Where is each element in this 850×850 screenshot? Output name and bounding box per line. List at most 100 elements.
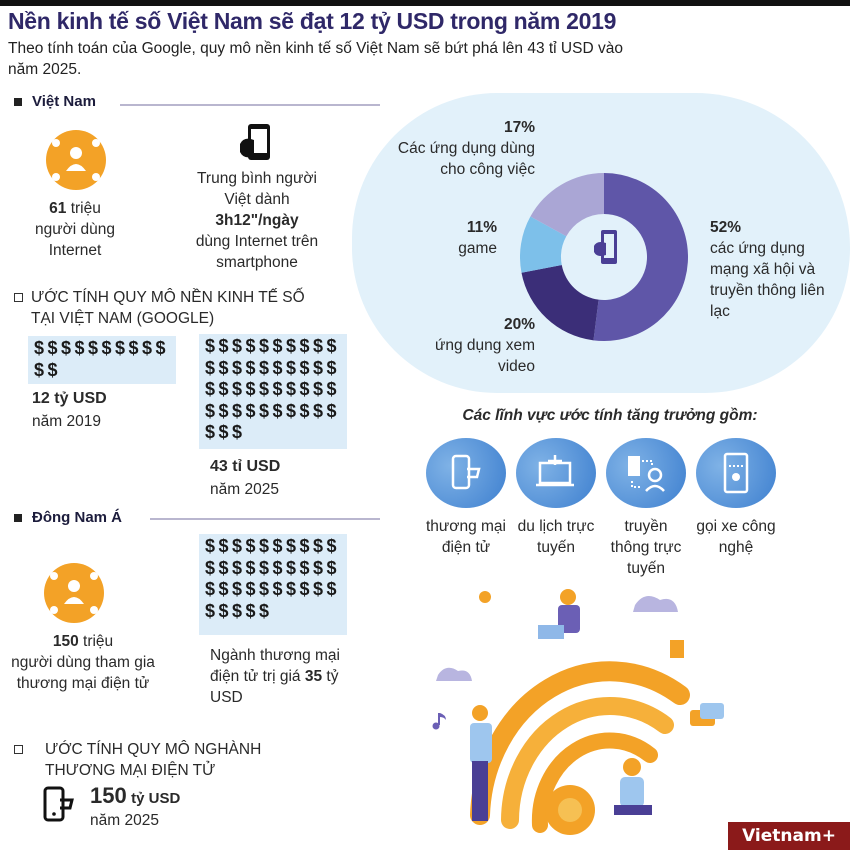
slice-pct: 11% [466,219,497,236]
dollar-icon: $ [245,336,256,356]
dollar-icon: $ [245,400,256,421]
dollar-icon: $ [313,336,324,356]
dollar-icon: $ [286,557,297,578]
stat-number: 150 [90,783,127,808]
dollar-pictogram-2019: $ $ $ $ $ $ $ $ $ $ $ $ [28,336,176,384]
dollar-icon: $ [218,379,229,399]
square-bullet-icon [14,513,22,522]
hollow-square-bullet-icon [14,745,23,754]
internet-users-stat: 61 triệu người dùng Internet [10,198,140,261]
dollar-icon: $ [272,357,283,378]
stat-text: người dùng Internet [34,221,115,259]
dollar-icon: $ [245,536,256,556]
dollar-icon: $ [299,336,310,356]
smartphone-hand-icon [594,230,617,264]
dollar-icon: $ [313,357,324,378]
dollar-icon: $ [286,536,297,556]
stat-text: Ngành thương mại điện tử trị giá [210,647,340,685]
sector-label: gọi xe công nghệ [696,518,776,556]
dollar-icon: $ [259,600,270,621]
donut-slice-0 [593,173,688,341]
dollar-icon: $ [286,379,297,399]
dollar-icon: $ [205,600,216,621]
dollar-icon: $ [259,557,270,578]
dollar-icon: $ [272,557,283,578]
stat-number: 61 [49,200,67,217]
dollar-icon: $ [245,379,256,399]
label-2025: năm 2025 [210,481,279,498]
donut-slice-1 [521,265,599,341]
sector-ride-hailing: gọi xe công nghệ [696,438,776,579]
donut-label-video: 20% ứng dụng xem video [410,314,535,377]
dollar-icon: $ [205,557,216,578]
dollar-icon: $ [218,336,229,356]
donut-label-game: 11% game [430,217,497,259]
sector-label: thương mại điện tử [426,518,506,556]
estimate-heading-vn: ƯỚC TÍNH QUY MÔ NỀN KINH TẾ SỐ TẠI VIỆT … [14,287,314,329]
growth-heading: Các lĩnh vực ước tính tăng trưởng gồm: [462,407,758,424]
dollar-icon: $ [232,536,243,556]
dollar-icon: $ [299,536,310,556]
slice-label: các ứng dụng mạng xã hội và truyền thông… [710,240,825,320]
donut-slice-3 [530,173,604,237]
dollar-icon: $ [326,579,337,599]
dollar-icon: $ [245,357,256,378]
dollar-icon: $ [218,600,229,621]
donut-slice-2 [520,216,567,273]
slice-label: Các ứng dụng dùng cho công việc [397,140,535,178]
person-laptop [538,589,580,639]
sector-ecommerce: thương mại điện tử [426,438,506,579]
dollar-icon: $ [115,338,126,358]
top-bar [0,0,850,6]
dollar-icon: $ [286,357,297,378]
heading-text: ƯỚC TÍNH QUY MÔ NỀN KINH TẾ SỐ TẠI VIỆT … [31,289,305,327]
dollar-icon: $ [218,422,229,442]
slice-pct: 20% [503,316,535,333]
dollar-icon: $ [218,357,229,378]
dollar-icon: $ [313,400,324,421]
square-bullet-icon [14,97,22,106]
dollar-icon: $ [205,579,216,599]
dollar-icon: $ [272,400,283,421]
dollar-icon: $ [259,579,270,599]
stat-text: dùng Internet trên smartphone [195,233,319,271]
dollar-icon: $ [155,338,166,358]
dollar-icon: $ [232,579,243,599]
donut-label-work: 17% Các ứng dụng dùng cho công việc [370,117,535,180]
dollar-icon: $ [313,557,324,578]
users-network-icon [44,563,104,623]
dollar-icon: $ [101,338,112,358]
dollar-icon: $ [326,557,337,578]
growth-sectors: thương mại điện tử du lịch trực tuyến tr… [426,438,776,579]
dollar-icon: $ [299,379,310,399]
stat-unit: triệu [83,633,114,650]
page-title: Nền kinh tế số Việt Nam sẽ đạt 12 tỷ USD… [8,8,617,34]
stat-text: người dùng tham gia thương mại điện tử [11,654,155,692]
slice-pct: 52% [710,219,742,236]
stat-unit: triệu [70,200,101,217]
dollar-icon: $ [232,600,243,621]
wifi-people-illustration [432,589,724,835]
section-vietnam: Việt Nam [14,93,96,110]
dollar-icon: $ [142,338,153,358]
stat-unit: tỷ USD [131,790,181,807]
dollar-icon: $ [34,338,45,358]
value-2025: 43 tỉ USD [210,458,281,475]
dollar-icon: $ [205,379,216,399]
dollar-icon: $ [47,359,58,380]
stat-unit: tỷ USD [210,668,339,706]
dollar-icon: $ [218,536,229,556]
stat-number: 3h12"/ngày [215,212,299,229]
estimate-heading-ecommerce: ƯỚC TÍNH QUY MÔ NGHÀNH THƯƠNG MẠI ĐIỆN T… [14,739,304,781]
dollar-icon: $ [218,579,229,599]
dollar-icon: $ [34,359,45,380]
slice-label: ứng dụng xem video [435,337,535,375]
slice-label: game [458,240,497,257]
dollar-icon: $ [74,338,85,358]
dollar-pictogram-2025: $ $ $ $ $ $ $ $ $ $ $ $ $ $ $ $ $ $ $ $ $ $ $ $ $ $ $ $ $ $ $ $ $ $ $ $ $ $ $ $… [199,334,347,449]
dollar-icon: $ [326,400,337,421]
users-network-icon [46,130,106,190]
slice-pct: 17% [503,119,535,136]
page-subtitle: Theo tính toán của Google, quy mô nền ki… [8,40,623,78]
dollar-icon: $ [259,400,270,421]
